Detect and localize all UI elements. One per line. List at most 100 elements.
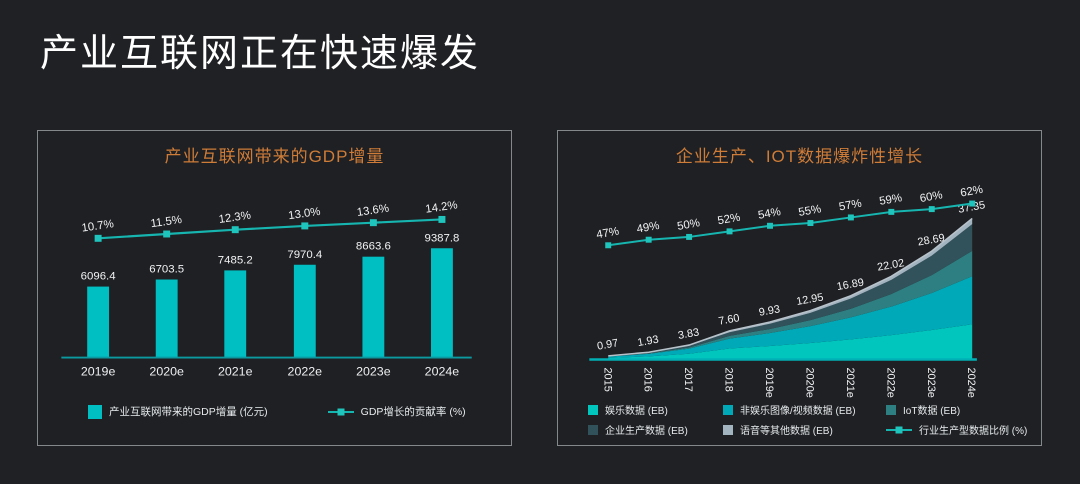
gdp-line-swatch-icon-marker: [337, 408, 345, 415]
gdp-line-value-label: 13.6%: [356, 203, 390, 219]
stack-total-label: 1.93: [637, 334, 660, 350]
gdp-chart-plot: 6096.4 2019e 6703.5 2020e 7485.2 2021e 7970.4 2…: [61, 199, 472, 378]
gdp-bar-swatch-icon: [88, 404, 102, 419]
legend-gdp-line-label: GDP增长的贡献率 (%): [360, 406, 466, 418]
legend-area-series-0: 娱乐数据 (EB): [588, 402, 723, 417]
ratio-value-label: 59%: [879, 192, 904, 208]
ratio-line-marker: [767, 222, 773, 229]
gdp-bar-value-label: 7970.4: [287, 249, 323, 261]
data-growth-chart-panel: 企业生产、IOT数据爆炸性增长 0.97 2015 1.93 2016 3.83 2017…: [557, 130, 1042, 446]
ratio-line-marker: [928, 206, 935, 213]
gdp-bar-value-label: 9387.8: [424, 232, 459, 244]
data-growth-chart-legend: 娱乐数据 (EB) 非娱乐图像/视频数据 (EB) IoT数据 (EB) 企业生产数据…: [588, 402, 1033, 437]
legend-gdp-bars: 产业互联网带来的GDP增量 (亿元): [88, 404, 268, 419]
gdp-bar: [87, 286, 110, 358]
data-growth-chart-plot: 0.97 2015 1.93 2016 3.83 2017 7.60 2018 9.93 2019…: [589, 184, 986, 398]
gdp-line-marker: [231, 226, 239, 234]
data-x-axis-label: 2023e: [925, 367, 937, 397]
ratio-value-label: 60%: [919, 189, 944, 205]
gdp-bar: [362, 256, 385, 358]
gdp-bar-value-label: 6703.5: [149, 264, 184, 276]
legend-area-series-3-label: 企业生产数据 (EB): [605, 426, 688, 437]
gdp-line-value-label: 14.2%: [425, 199, 459, 215]
stack-total-label: 3.83: [677, 326, 700, 342]
data-x-axis-label: 2015: [601, 367, 613, 391]
data-x-axis-label: 2022e: [884, 367, 896, 397]
stack-total-label: 22.02: [876, 257, 905, 274]
data-x-axis-label: 2024e: [965, 367, 977, 397]
gdp-bar: [224, 270, 247, 358]
data-x-axis-label: 2019e: [763, 367, 775, 397]
ratio-value-label: 54%: [757, 206, 782, 222]
data-x-axis-label: 2016: [642, 367, 654, 391]
stack-total-label: 0.97: [596, 337, 619, 353]
gdp-bar-value-label: 8663.6: [356, 241, 391, 253]
stack-total-label: 12.95: [795, 291, 824, 308]
ratio-value-label: 57%: [838, 198, 863, 214]
gdp-bar: [155, 279, 178, 358]
gdp-line-value-label: 11.5%: [150, 214, 183, 230]
data-x-axis-label: 2020e: [803, 367, 815, 397]
gdp-line-marker: [301, 222, 309, 230]
ratio-value-label: 62%: [959, 184, 984, 200]
legend-gdp-bars-label: 产业互联网带来的GDP增量 (亿元): [109, 406, 268, 418]
legend-area-series-2: IoT数据 (EB): [886, 402, 1033, 417]
legend-area-series-4-label: 语音等其他数据 (EB): [740, 426, 833, 437]
stack-top-line: [608, 217, 973, 357]
gdp-line-value-label: 13.0%: [288, 206, 322, 222]
legend-area-series-1-label: 非娱乐图像/视频数据 (EB): [740, 406, 856, 417]
gdp-x-axis-label: 2022e: [288, 364, 323, 378]
stack-total-label: 9.93: [758, 303, 781, 319]
gdp-line-marker: [369, 219, 377, 227]
legend-area-series-2-label: IoT数据 (EB): [903, 406, 961, 417]
ratio-line-marker: [969, 200, 976, 207]
legend-area-series-1: 非娱乐图像/视频数据 (EB): [723, 402, 886, 417]
ratio-line-marker: [605, 242, 612, 249]
ratio-line-swatch-icon-marker: [895, 426, 903, 433]
data-x-axis-label: 2018: [723, 367, 735, 391]
gdp-bar-value-label: 6096.4: [81, 271, 117, 283]
gdp-contribution-line: [98, 218, 442, 240]
data-x-axis-label: 2021e: [844, 367, 856, 397]
gdp-chart-legend: 产业互联网带来的GDP增量 (亿元) GDP增长的贡献率 (%): [88, 404, 466, 419]
stacked-area-band-2: [608, 250, 973, 357]
stack-total-label: 7.60: [718, 312, 741, 328]
ratio-line-marker: [847, 214, 854, 221]
gdp-line-marker: [163, 230, 171, 238]
ratio-value-label: 52%: [717, 212, 742, 228]
ratio-value-label: 47%: [595, 225, 620, 241]
stack-total-label: 16.89: [836, 277, 865, 294]
gdp-line-marker: [438, 215, 446, 223]
gdp-line-swatch-icon: [327, 408, 354, 415]
area-swatch-icon-2: [886, 404, 896, 415]
gdp-x-axis-label: 2019e: [81, 364, 116, 378]
area-swatch-icon-4: [723, 424, 733, 435]
data-growth-chart-title: 企业生产、IOT数据爆炸性增长: [675, 147, 924, 166]
ratio-value-label: 55%: [798, 203, 823, 219]
legend-ratio-line-label: 行业生产型数据比例 (%): [919, 426, 1028, 437]
gdp-x-axis-label: 2023e: [356, 364, 391, 378]
gdp-x-axis-label: 2024e: [425, 364, 460, 378]
ratio-line: [608, 202, 973, 247]
legend-area-series-0-label: 娱乐数据 (EB): [605, 406, 668, 417]
ratio-line-swatch-icon: [886, 426, 912, 433]
gdp-line-marker: [94, 234, 102, 242]
page-title: 产业互联网正在快速爆发: [40, 33, 481, 75]
gdp-chart-panel: 产业互联网带来的GDP增量 6096.4 2019e 6703.5 2020e 7485…: [37, 130, 512, 446]
ratio-line-marker: [888, 208, 895, 215]
stacked-area-band-1: [608, 276, 973, 358]
gdp-line-value-label: 10.7%: [81, 218, 115, 234]
gdp-chart-title: 产业互联网带来的GDP增量: [164, 147, 385, 166]
gdp-bar-value-label: 7485.2: [218, 254, 253, 266]
ratio-value-label: 49%: [636, 220, 661, 236]
ratio-value-label: 50%: [676, 217, 701, 233]
ratio-line-marker: [686, 233, 693, 240]
stack-total-label: 37.35: [957, 199, 986, 216]
ratio-line-marker: [726, 228, 733, 235]
legend-ratio-line: 行业生产型数据比例 (%): [886, 422, 1033, 437]
legend-area-series-4: 语音等其他数据 (EB): [723, 422, 886, 437]
gdp-x-axis-label: 2020e: [149, 364, 184, 378]
gdp-x-axis-label: 2021e: [218, 364, 253, 378]
area-swatch-icon-0: [588, 404, 598, 415]
gdp-bar: [431, 248, 453, 358]
